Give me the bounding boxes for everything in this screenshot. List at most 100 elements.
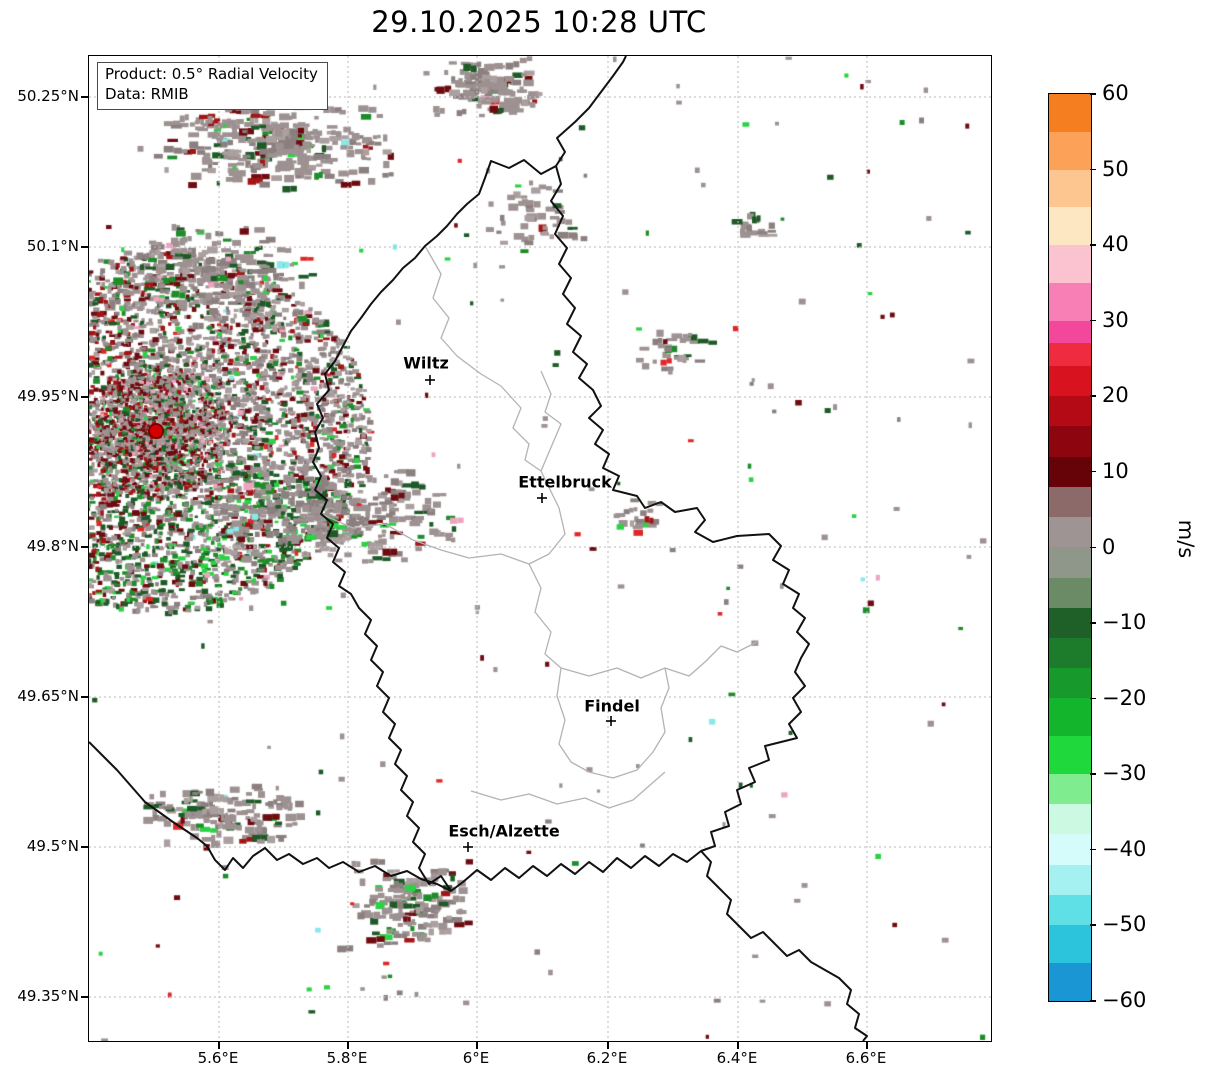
colorbar-segment <box>1049 864 1091 895</box>
colorbar-tick-mark <box>1090 848 1096 851</box>
colorbar-tick-mark <box>1090 773 1096 775</box>
colorbar-tick-mark <box>1090 168 1096 171</box>
colorbar-segment <box>1049 925 1091 963</box>
city-label: Esch/Alzette <box>448 821 560 841</box>
district-border <box>470 771 666 809</box>
colorbar-tick-label: −20 <box>1102 685 1147 710</box>
y-tick-label: 49.8°N <box>26 537 79 555</box>
colorbar-segment <box>1049 804 1091 835</box>
x-tick-label: 5.8°E <box>326 1049 368 1067</box>
city-label: Ettelbruck <box>518 472 612 492</box>
x-tick-mark <box>476 1042 478 1049</box>
x-tick-label: 6°E <box>462 1049 490 1067</box>
x-tick-label: 6.6°E <box>845 1049 887 1067</box>
x-tick-mark <box>737 1042 739 1049</box>
colorbar-tick-label: 20 <box>1102 383 1129 408</box>
district-border <box>540 370 562 472</box>
colorbar-tick-mark <box>1090 470 1096 473</box>
x-tick-label: 5.6°E <box>197 1049 239 1067</box>
colorbar-segment <box>1049 736 1091 774</box>
luxembourg-border <box>312 159 810 892</box>
colorbar-segment <box>1049 456 1091 487</box>
colorbar-tick-label: 0 <box>1102 534 1116 559</box>
colorbar-unit-label: m/s <box>1174 519 1198 559</box>
product-info-box: Product: 0.5° Radial Velocity Data: RMIB <box>97 62 328 110</box>
map-plot: Product: 0.5° Radial Velocity Data: RMIB… <box>88 55 992 1042</box>
x-tick-mark <box>218 1042 220 1049</box>
colorbar-tick-mark <box>1090 1000 1096 1002</box>
velocity-colorbar <box>1048 93 1092 1002</box>
map-borders-svg <box>89 56 991 1041</box>
border-southeast-extension <box>700 850 868 1041</box>
y-tick-mark <box>81 696 88 698</box>
colorbar-tick-label: −10 <box>1102 610 1147 635</box>
x-tick-mark <box>607 1042 609 1049</box>
y-tick-label: 50.25°N <box>17 87 79 105</box>
y-tick-label: 49.95°N <box>17 387 79 405</box>
y-tick-mark <box>81 996 88 998</box>
country-borders <box>89 56 868 1041</box>
colorbar-tick-label: 60 <box>1102 81 1129 105</box>
product-line: Product: 0.5° Radial Velocity <box>105 65 318 83</box>
colorbar-segment <box>1049 366 1091 397</box>
y-tick-mark <box>81 246 88 248</box>
colorbar-tick-mark <box>1090 697 1096 700</box>
figure-title: 29.10.2025 10:28 UTC <box>371 5 707 39</box>
x-tick-label: 6.4°E <box>716 1049 758 1067</box>
colorbar-tick-label: −60 <box>1102 988 1147 1012</box>
colorbar-segment <box>1049 894 1091 926</box>
district-border <box>528 563 758 679</box>
colorbar-segment <box>1049 94 1091 132</box>
colorbar-segment <box>1049 320 1091 344</box>
colorbar-segment <box>1049 207 1091 246</box>
city-label: Wiltz <box>403 353 449 373</box>
colorbar-segment <box>1049 282 1091 321</box>
colorbar-tick-mark <box>1090 93 1096 95</box>
colorbar-tick-label: −40 <box>1102 836 1147 861</box>
colorbar-segment <box>1049 834 1091 865</box>
colorbar-segment <box>1049 962 1091 1001</box>
y-tick-mark <box>81 546 88 548</box>
y-tick-mark <box>81 96 88 98</box>
data-source-line: Data: RMIB <box>105 84 189 103</box>
colorbar-segment <box>1049 396 1091 427</box>
colorbar-tick-label: 40 <box>1102 232 1129 257</box>
district-border <box>500 385 542 472</box>
city-markers <box>425 375 616 852</box>
colorbar-tick-mark <box>1090 319 1096 322</box>
y-tick-label: 49.35°N <box>17 987 79 1005</box>
radar-echo-canvas <box>89 56 991 1041</box>
colorbar-tick-mark <box>1090 622 1096 624</box>
colorbar-tick-mark <box>1090 244 1096 246</box>
colorbar-tick-label: 30 <box>1102 307 1129 332</box>
colorbar-tick-label: −50 <box>1102 912 1147 937</box>
colorbar-segment <box>1049 607 1091 638</box>
y-tick-label: 49.5°N <box>26 837 79 855</box>
district-border <box>424 245 502 387</box>
colorbar-tick-mark <box>1090 395 1096 397</box>
colorbar-segment <box>1049 668 1091 699</box>
district-border <box>320 470 566 565</box>
colorbar-segment <box>1049 343 1091 367</box>
border-north-extension <box>555 56 627 167</box>
gridlines <box>89 56 991 1041</box>
x-tick-mark <box>347 1042 349 1049</box>
colorbar-segment <box>1049 547 1091 578</box>
colorbar-segment <box>1049 245 1091 283</box>
colorbar-segment <box>1049 517 1091 548</box>
x-tick-label: 6.2°E <box>586 1049 628 1067</box>
x-tick-mark <box>866 1042 868 1049</box>
colorbar-tick-label: 50 <box>1102 156 1129 181</box>
y-tick-mark <box>81 396 88 398</box>
colorbar-tick-label: −30 <box>1102 761 1147 786</box>
y-tick-label: 50.1°N <box>26 237 79 255</box>
district-borders <box>320 245 758 809</box>
colorbar-segment <box>1049 638 1091 669</box>
colorbar-tick-mark <box>1090 924 1096 926</box>
colorbar-segment <box>1049 426 1091 457</box>
border-southwest-extension <box>89 741 452 892</box>
colorbar-segment <box>1049 698 1091 737</box>
y-tick-mark <box>81 846 88 848</box>
colorbar-tick-mark <box>1090 546 1096 548</box>
